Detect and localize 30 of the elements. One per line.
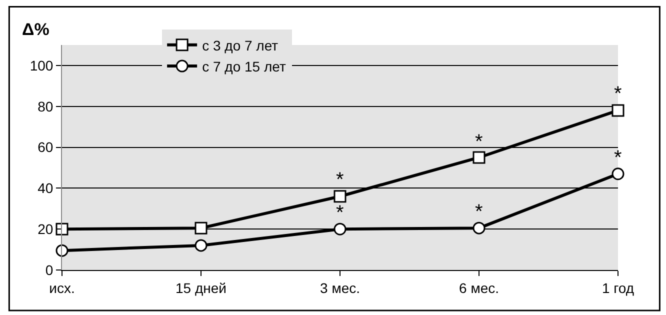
- annotation: *: [336, 202, 344, 224]
- x-tick-label: 6 мес.: [459, 280, 499, 296]
- y-tick-label: 60: [38, 139, 54, 156]
- point: [194, 222, 208, 234]
- y-axis-title: Δ%: [22, 20, 50, 39]
- point: [334, 222, 346, 236]
- point: [56, 222, 68, 236]
- x-tick-label: исх.: [49, 280, 75, 296]
- point: [612, 168, 624, 180]
- y-tick-label: 100: [30, 57, 54, 74]
- point: [56, 244, 68, 257]
- y-tick-label: 20: [38, 220, 54, 237]
- point: [194, 239, 208, 252]
- annotation: *: [475, 201, 483, 223]
- x-tick-label: 1 год: [602, 280, 634, 296]
- point: [334, 190, 346, 203]
- y-tick-label: 80: [38, 98, 54, 114]
- annotation: *: [614, 83, 622, 105]
- x-tick-label: 15 дней: [176, 280, 226, 296]
- annotation: *: [336, 169, 344, 191]
- legend-label: с 3 до 7 лет: [202, 37, 279, 54]
- y-tick-label: 40: [38, 180, 54, 196]
- point: [472, 151, 486, 164]
- annotation: *: [614, 147, 622, 169]
- x-tick-label: 3 мес.: [320, 280, 360, 296]
- point: [612, 104, 624, 117]
- legend-label: с 7 до 15 лет: [202, 58, 286, 75]
- point: [472, 222, 486, 234]
- annotation: *: [475, 131, 483, 153]
- y-tick-label: 0: [45, 262, 54, 278]
